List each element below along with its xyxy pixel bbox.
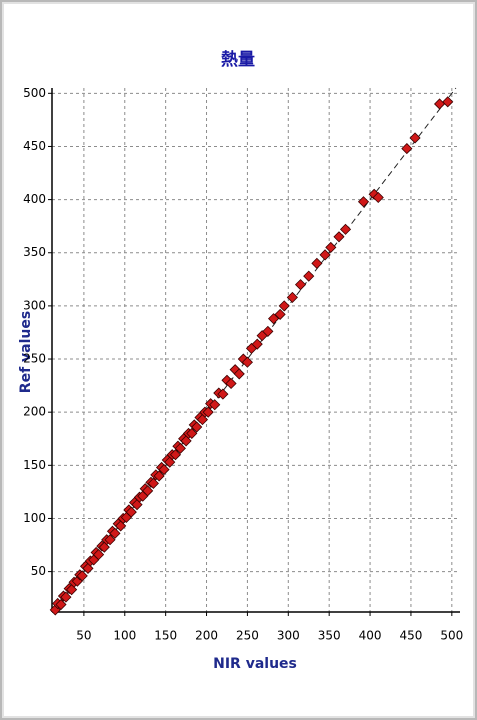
data-point: [442, 96, 454, 108]
x-tick-label: 300: [277, 629, 300, 643]
data-point: [147, 477, 159, 489]
y-tick-label: 500: [23, 86, 46, 100]
data-point: [142, 485, 154, 497]
data-point: [339, 223, 352, 235]
data-point: [303, 270, 315, 282]
data-point: [55, 598, 67, 611]
data-point: [158, 464, 170, 476]
data-point: [225, 377, 237, 390]
y-tick-label: 100: [23, 511, 46, 525]
data-point: [104, 534, 116, 546]
data-point: [217, 388, 229, 400]
y-tick-label: 450: [23, 139, 46, 153]
x-tick-label: 250: [236, 629, 259, 643]
y-axis-label: Ref values: [18, 311, 34, 393]
data-point: [319, 249, 331, 261]
chart-title: 熱量: [221, 49, 255, 70]
x-tick-label: 500: [440, 629, 463, 643]
data-point: [169, 449, 182, 461]
data-point: [325, 241, 337, 253]
y-tick-label: 150: [23, 458, 46, 472]
y-tick-label: 350: [23, 245, 46, 259]
y-tick-label: 200: [23, 405, 46, 419]
data-point: [153, 470, 165, 482]
data-point: [233, 368, 245, 380]
data-point: [357, 196, 370, 208]
y-tick-label: 250: [23, 352, 46, 366]
data-point: [202, 406, 214, 418]
x-tick-label: 350: [318, 629, 341, 643]
data-point: [274, 308, 286, 320]
data-point: [286, 291, 298, 303]
x-tick-label: 450: [399, 629, 422, 643]
data-point: [174, 442, 186, 454]
data-point: [311, 257, 323, 269]
y-tick-label: 50: [31, 564, 46, 578]
data-point: [186, 427, 198, 440]
x-axis-label: NIR values: [213, 656, 297, 672]
data-point: [125, 506, 137, 518]
data-point: [401, 143, 413, 155]
x-tick-label: 200: [195, 629, 218, 643]
data-point: [262, 325, 274, 337]
x-tick-label: 150: [154, 629, 177, 643]
data-point: [372, 191, 384, 204]
data-point: [93, 549, 105, 561]
y-tick-label: 300: [23, 298, 46, 312]
y-tick-label: 400: [23, 192, 46, 206]
data-point: [209, 399, 221, 411]
data-point: [251, 338, 263, 350]
data-point: [76, 570, 88, 582]
data-point: [191, 421, 203, 433]
data-point: [278, 300, 290, 312]
data-point: [294, 279, 307, 291]
x-tick-label: 400: [359, 629, 382, 643]
data-point: [241, 356, 253, 368]
data-point: [268, 313, 280, 325]
x-tick-label: 100: [113, 629, 136, 643]
data-point: [333, 231, 345, 243]
x-tick-label: 50: [76, 629, 91, 643]
data-point: [409, 132, 421, 144]
data-point: [109, 527, 121, 539]
data-point: [60, 591, 72, 603]
